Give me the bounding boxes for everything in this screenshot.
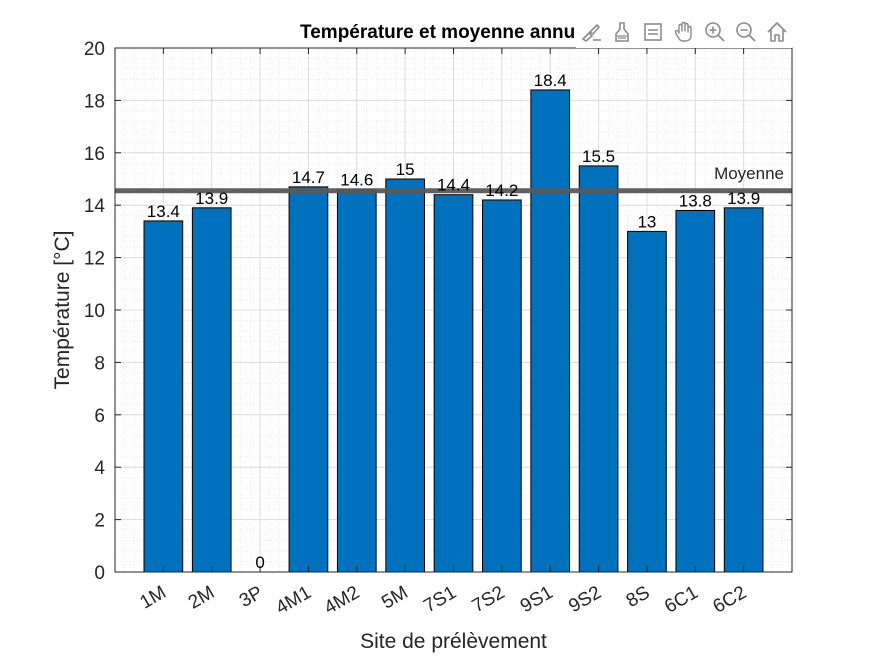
average-line: Moyenne: [115, 164, 792, 194]
data-label: 13.9: [727, 189, 760, 208]
y-tick-label: 16: [84, 144, 105, 165]
bar-6c2: [723, 207, 764, 573]
pan-button[interactable]: [669, 17, 698, 47]
y-tick-label: 18: [84, 91, 105, 112]
home-icon: [767, 22, 787, 42]
x-axis-label: Site de prélèvement: [360, 630, 547, 653]
y-tick-label: 4: [94, 458, 105, 479]
bar-2m: [191, 207, 232, 573]
bar-8s: [627, 230, 667, 573]
data-label: 14.7: [292, 168, 325, 187]
y-axis-label: Température [°C]: [51, 231, 74, 390]
data-label: 14.4: [437, 176, 470, 195]
y-tick-label: 10: [84, 301, 105, 322]
data-labels: 13.4 13.9 0 14.7 14.6 15 14.4 14.2 18.4 15.5 13 13.…: [147, 71, 760, 572]
bar-9s1: [530, 89, 571, 573]
bar-7s2: [482, 199, 522, 573]
brush-icon: [581, 23, 601, 42]
chart-title: Température et moyenne annuelle: [300, 22, 607, 43]
axes-toolbar: [576, 16, 792, 48]
bar-7s1: [433, 194, 474, 573]
data-label: 15.5: [582, 147, 615, 166]
bar-9s2: [578, 165, 619, 573]
bars: [143, 89, 764, 573]
data-label: 14.6: [340, 170, 373, 189]
zoom-in-button[interactable]: [701, 17, 730, 47]
data-tips-icon: [614, 22, 629, 42]
y-tick-label: 0: [94, 563, 105, 584]
restore-view-button[interactable]: [763, 17, 792, 47]
y-tick-label: 8: [94, 353, 105, 374]
bar-4m2: [336, 188, 377, 573]
legend-button[interactable]: [638, 17, 667, 47]
legend-icon: [644, 23, 662, 41]
bar-1m: [143, 220, 184, 573]
zoom-out-icon: [736, 22, 756, 42]
data-label: 15: [396, 160, 415, 179]
average-line-label: Moyenne: [714, 164, 784, 183]
data-label: 14.2: [485, 181, 518, 200]
bar-6c1: [675, 209, 716, 573]
data-label: 0: [255, 553, 264, 572]
bar-4m1: [288, 186, 329, 573]
y-tick-label: 2: [94, 511, 105, 532]
data-label: 13.8: [679, 191, 712, 210]
y-tick-label: 20: [84, 39, 105, 60]
data-label: 18.4: [534, 71, 567, 90]
y-tick-label: 6: [94, 406, 105, 427]
bar-5m: [385, 178, 425, 573]
y-tick-label: 12: [84, 249, 105, 270]
zoom-out-button[interactable]: [732, 17, 761, 47]
brush-button[interactable]: [576, 17, 605, 47]
data-label: 13: [637, 212, 656, 231]
zoom-in-icon: [705, 22, 725, 42]
data-label: 13.4: [147, 202, 180, 221]
data-tips-button[interactable]: [607, 17, 636, 47]
y-tick-label: 14: [84, 196, 106, 217]
pan-hand-icon: [674, 21, 692, 42]
data-label: 13.9: [195, 189, 228, 208]
